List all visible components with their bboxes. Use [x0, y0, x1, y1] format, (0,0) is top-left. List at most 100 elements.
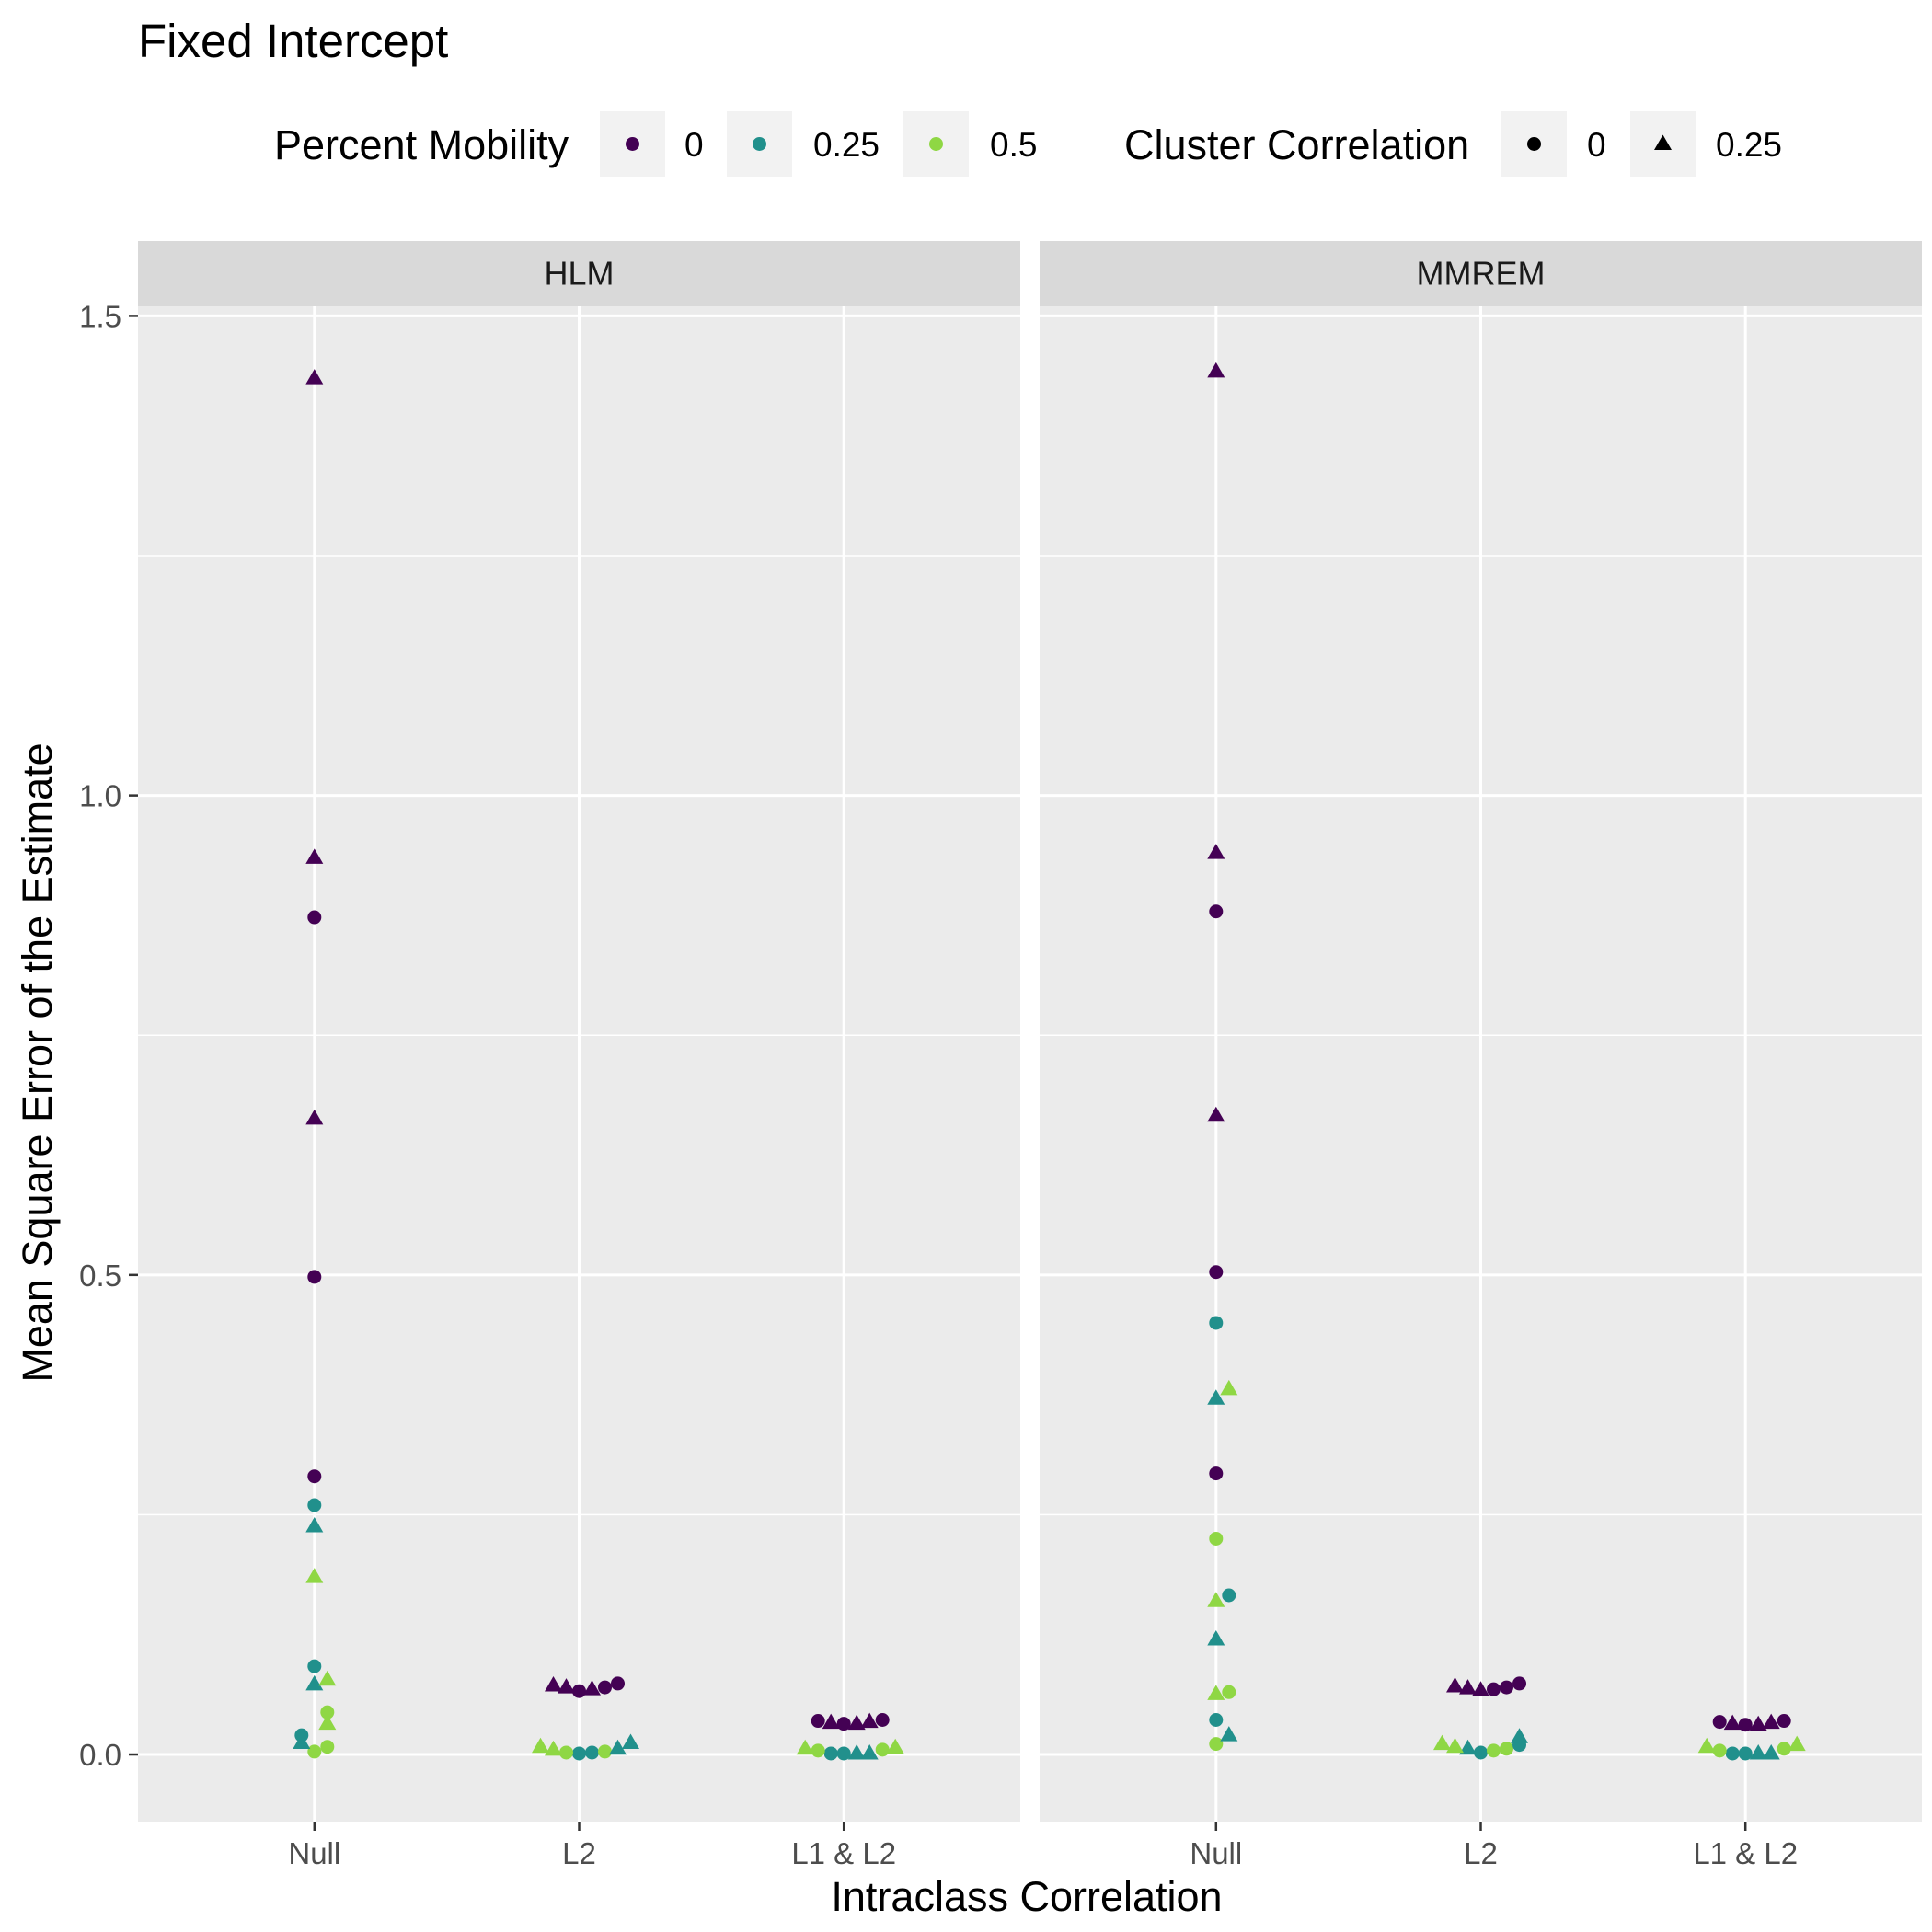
point-null-mob-0-cc-0 — [1209, 1265, 1224, 1280]
panel-mmrem: MMREM — [1040, 241, 1922, 1822]
point-l2-mob-0-cc-0-25 — [583, 1680, 601, 1696]
point-null-mob-0-5-cc-0 — [1222, 1685, 1236, 1699]
point-l2-mob-0-cc-0 — [598, 1680, 612, 1695]
point-l1-l2-mob-0-25-cc-0-25 — [847, 1743, 866, 1760]
legend: Percent Mobility 0 0.25 0.5 Cluster Correl… — [274, 111, 1782, 177]
point-l1-l2-mob-0-25-cc-0 — [836, 1746, 851, 1761]
point-null-mob-0-5-cc-0-25 — [318, 1714, 337, 1731]
legend-key-mobility-0 — [626, 137, 639, 151]
point-l2-mob-0-25-cc-0 — [585, 1745, 599, 1760]
point-null-mob-0-25-cc-0 — [1209, 1316, 1224, 1330]
point-null-mob-0-25-cc-0 — [307, 1498, 322, 1512]
point-l2-mob-0-cc-0-25 — [545, 1675, 562, 1692]
legend-mobility: Percent Mobility 0 0.25 0.5 — [274, 111, 1037, 177]
x-axis-title: Intraclass Correlation — [831, 1873, 1222, 1920]
legend-mobility-title: Percent Mobility — [274, 121, 569, 168]
point-l1-l2-mob-0-25-cc-0 — [1738, 1746, 1753, 1761]
point-null-mob-0-cc-0 — [307, 1270, 322, 1284]
point-l1-l2-mob-0-25-cc-0-25 — [1749, 1743, 1767, 1760]
point-l2-mob-0-cc-0-25 — [558, 1678, 575, 1694]
x-tick-label: L1 & L2 — [791, 1836, 896, 1870]
point-l2-mob-0-cc-0 — [1512, 1676, 1526, 1691]
point-null-mob-0-5-cc-0 — [1209, 1531, 1224, 1546]
point-null-mob-0-cc-0 — [1209, 1466, 1224, 1481]
point-null-mob-0-cc-0 — [1209, 904, 1224, 919]
point-l2-mob-0-cc-0 — [611, 1676, 625, 1691]
point-l2-mob-0-25-cc-0 — [1474, 1745, 1488, 1760]
point-l2-mob-0-5-cc-0-25 — [1433, 1734, 1451, 1751]
point-l2-mob-0-cc-0 — [1500, 1680, 1513, 1695]
point-null-mob-0-25-cc-0-25 — [305, 1674, 324, 1691]
facet-strip — [138, 241, 1020, 306]
point-null-mob-0-25-cc-0 — [294, 1728, 309, 1742]
point-l1-l2-mob-0-5-cc-0 — [1777, 1742, 1791, 1756]
point-null-mob-0-25-cc-0-25 — [1207, 1389, 1225, 1405]
point-l2-mob-0-25-cc-0-25 — [1459, 1739, 1477, 1755]
point-l2-mob-0-25-cc-0-25 — [622, 1733, 639, 1750]
x-tick-label: Null — [288, 1836, 340, 1870]
point-null-mob-0-cc-0-25 — [1207, 362, 1225, 378]
y-axis: 0.0 0.5 1.0 1.5 — [79, 299, 138, 1772]
point-l1-l2-mob-0-5-cc-0-25 — [886, 1738, 904, 1754]
legend-label-mobility: 0.5 — [990, 126, 1037, 164]
legend-correlation-keys: 0 0.25 — [1501, 111, 1782, 177]
point-l2-mob-0-25-cc-0-25 — [609, 1739, 627, 1755]
point-l1-l2-mob-0-25-cc-0-25 — [860, 1743, 879, 1760]
legend-correlation-title: Cluster Correlation — [1124, 121, 1469, 168]
point-l1-l2-mob-0-25-cc-0 — [823, 1746, 838, 1761]
facet-strip-label: MMREM — [1417, 255, 1546, 293]
x-axis: Null L2 L1 & L2 Null L2 L1 & L2 — [288, 1822, 1798, 1870]
x-tick-label: L2 — [1464, 1836, 1498, 1870]
facet-strip — [1040, 241, 1922, 306]
point-l1-l2-mob-0-5-cc-0-25 — [796, 1739, 814, 1755]
point-l1-l2-mob-0-cc-0 — [836, 1717, 851, 1731]
legend-label-correlation: 0 — [1587, 126, 1606, 164]
point-l1-l2-mob-0-cc-0 — [1712, 1715, 1727, 1730]
point-l1-l2-mob-0-cc-0 — [811, 1714, 825, 1729]
point-null-mob-0-5-cc-0 — [320, 1740, 335, 1754]
point-l2-mob-0-cc-0 — [1487, 1682, 1501, 1696]
point-l2-mob-0-5-cc-0 — [598, 1744, 612, 1759]
y-tick-label: 0.5 — [79, 1259, 121, 1293]
point-l1-l2-mob-0-cc-0-25 — [1723, 1714, 1742, 1731]
point-l2-mob-0-5-cc-0-25 — [532, 1737, 549, 1754]
legend-label-correlation: 0.25 — [1716, 126, 1782, 164]
point-l2-mob-0-5-cc-0 — [1487, 1743, 1501, 1758]
point-l2-mob-0-25-cc-0 — [572, 1746, 586, 1761]
point-l2-mob-0-cc-0-25 — [1446, 1677, 1464, 1693]
legend-label-mobility: 0 — [684, 126, 704, 164]
point-null-mob-0-5-cc-0-25 — [318, 1670, 337, 1686]
point-null-mob-0-5-cc-0-25 — [1207, 1592, 1225, 1607]
point-l2-mob-0-5-cc-0-25 — [545, 1740, 562, 1756]
point-null-mob-0-25-cc-0-25 — [1207, 1629, 1225, 1646]
point-l2-mob-0-5-cc-0-25 — [1446, 1737, 1464, 1754]
y-tick-label: 1.5 — [79, 299, 121, 333]
point-null-mob-0-cc-0-25 — [1207, 844, 1225, 859]
point-l2-mob-0-25-cc-0-25 — [1511, 1728, 1528, 1743]
facet-strip-label: HLM — [544, 255, 614, 293]
point-null-mob-0-cc-0-25 — [305, 369, 324, 385]
point-null-mob-0-5-cc-0 — [1209, 1737, 1224, 1752]
chart-title: Fixed Intercept — [138, 15, 448, 67]
point-null-mob-0-cc-0 — [307, 910, 322, 925]
point-null-mob-0-cc-0 — [307, 1469, 322, 1484]
point-l2-mob-0-5-cc-0 — [559, 1745, 573, 1760]
legend-key-correlation-0-25 — [1654, 134, 1672, 150]
point-null-mob-0-25-cc-0-25 — [305, 1516, 324, 1533]
point-l1-l2-mob-0-5-cc-0-25 — [1788, 1735, 1806, 1752]
x-tick-label: L1 & L2 — [1693, 1836, 1798, 1870]
point-l1-l2-mob-0-cc-0-25 — [1749, 1715, 1767, 1731]
point-null-mob-0-25-cc-0 — [1222, 1588, 1236, 1603]
point-null-mob-0-25-cc-0 — [307, 1659, 322, 1673]
point-null-mob-0-25-cc-0 — [1209, 1713, 1224, 1728]
point-null-mob-0-5-cc-0-25 — [305, 1568, 324, 1583]
point-l1-l2-mob-0-cc-0 — [875, 1713, 890, 1728]
point-null-mob-0-5-cc-0 — [307, 1744, 322, 1759]
point-l1-l2-mob-0-25-cc-0-25 — [1762, 1743, 1780, 1760]
legend-key-correlation-0 — [1527, 137, 1541, 151]
point-l1-l2-mob-0-cc-0-25 — [847, 1714, 866, 1731]
legend-correlation: Cluster Correlation 0 0.25 — [1124, 111, 1782, 177]
point-l1-l2-mob-0-cc-0-25 — [1762, 1713, 1780, 1730]
legend-key-mobility-0-25 — [753, 137, 766, 151]
